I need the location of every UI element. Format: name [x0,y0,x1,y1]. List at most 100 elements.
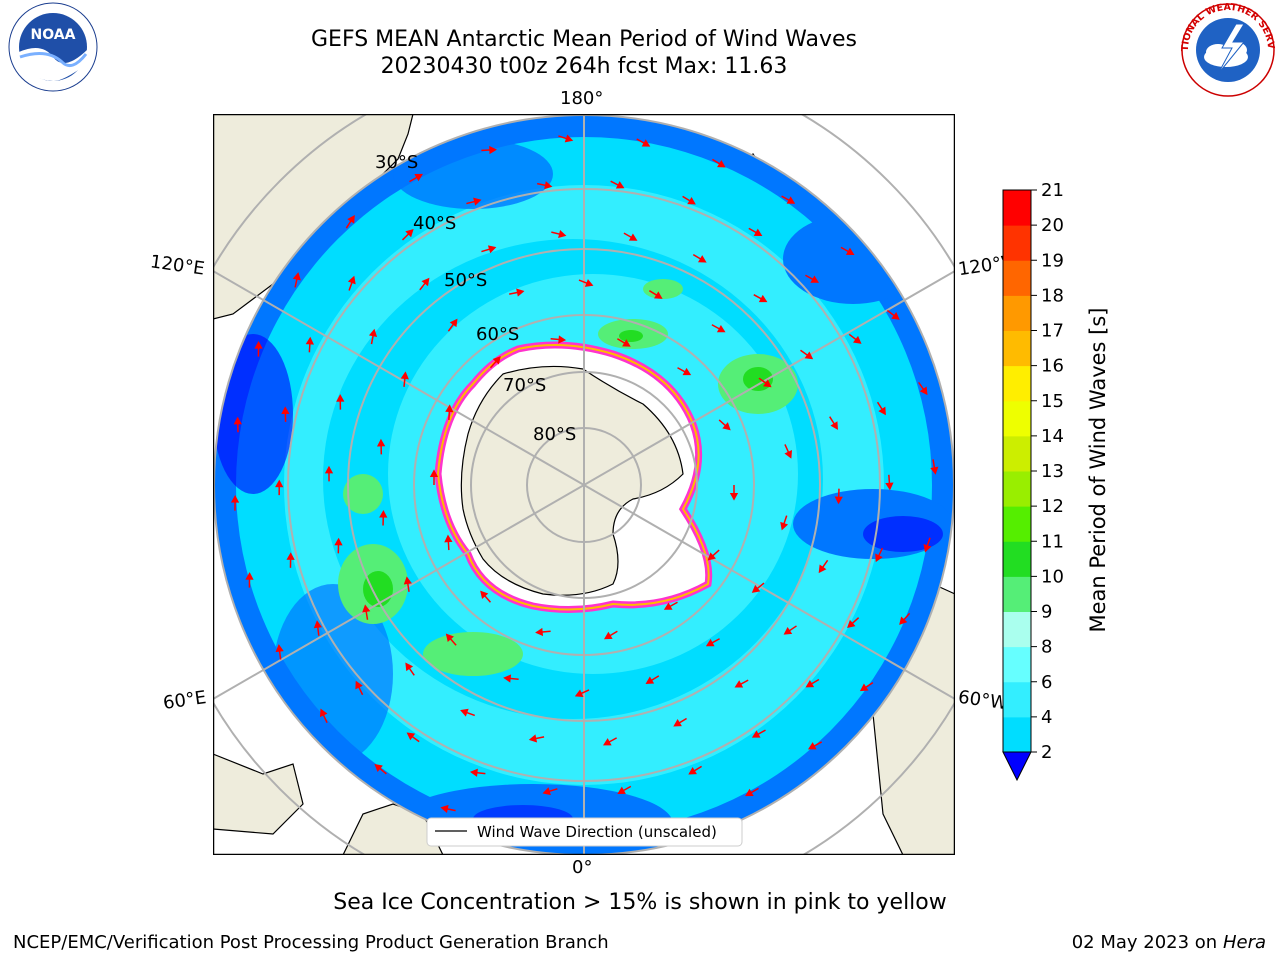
direction-arrowhead [784,450,793,459]
direction-arrowhead [729,492,739,501]
lat-label-60s: 60°S [476,324,520,345]
colorbar-tick-label: 15 [1041,391,1064,412]
chart-title: GEFS MEAN Antarctic Mean Period of Wind … [311,27,857,52]
direction-arrowhead [445,404,454,413]
colorbar-tick-label: 16 [1041,356,1064,377]
colorbar-tick-label: 8 [1041,637,1052,658]
direction-arrowhead [617,786,626,795]
direction-arrowhead [516,288,525,297]
direction-arrowhead [654,291,663,299]
direction-arrowhead [663,602,673,610]
noaa-logo-text: NOAA [31,27,76,43]
colorbar-band [1003,576,1031,612]
colorbar: 2 4 6 8 9 10 11 12 13 14 15 16 17 18 19 20 21 [1002,180,1064,782]
direction-arrowhead [336,394,345,402]
direction-arrowhead [542,787,551,796]
direction-arrowhead [492,356,501,365]
direction-arrowhead [421,277,430,287]
chart-subtitle: 20230430 t00z 264h fcst Max: 11.63 [380,54,788,79]
colorbar-band [1003,611,1031,648]
direction-arrowhead [615,181,625,189]
colorbar-tick-label: 19 [1041,250,1064,271]
legend-text: Wind Wave Direction (unscaled) [477,823,717,841]
colorbar-tick-label: 2 [1041,742,1052,763]
direction-arrowhead [379,509,388,518]
direction-arrowhead [786,196,796,204]
direction-arrowhead [473,197,482,206]
direction-arrowhead [783,626,793,635]
lat-label-30s: 30°S [375,152,419,173]
direction-arrowhead [753,228,763,237]
direction-arrowhead [347,215,355,224]
colorbar-tick-label: 9 [1041,602,1052,623]
direction-arrowhead [602,738,612,746]
lat-label-40s: 40°S [413,213,457,234]
antarctica [460,365,684,596]
direction-arrowhead [233,416,242,425]
colorbar-tick-label: 6 [1041,672,1052,693]
colorbar-tick-label: 14 [1041,426,1064,447]
direction-arrowhead [313,620,322,629]
colorbar-label: Mean Period of Wind Waves [s] [1086,307,1110,633]
colorbar-tick-label: 13 [1041,461,1064,482]
map-legend: Wind Wave Direction (unscaled) [426,817,743,847]
direction-arrowhead [758,294,768,303]
direction-arrowhead [810,275,820,283]
direction-arrowhead [853,335,862,344]
colorbar-band [1003,365,1031,402]
direction-arrowhead [716,324,726,333]
colorbar-band [1003,471,1031,507]
direction-arrowhead [885,482,894,491]
credit-text: NCEP/EMC/Verification Post Processing Pr… [13,932,609,953]
colorbar-band [1003,541,1031,577]
colorbar-band [1003,681,1031,718]
colorbar-under-triangle [1002,751,1032,782]
direction-arrowhead [682,367,692,376]
colorbar-tick-label: 17 [1041,321,1064,342]
direction-arrowhead [376,438,386,447]
colorbar-tick-label: 12 [1041,496,1064,517]
date-text: 02 May 2023 on [1071,932,1218,953]
direction-arrowhead [275,644,284,653]
meridian-label-60e: 60°E [161,687,208,714]
direction-arrowhead [707,552,716,561]
colorbar-tick-label: 11 [1041,531,1064,552]
direction-arrowhead [245,572,254,580]
colorbar-band [1003,295,1031,331]
colorbar-band [1003,435,1031,472]
direction-arrowhead [622,339,631,347]
direction-arrowhead [487,245,497,254]
direction-arrowhead [641,139,651,147]
direction-arrowhead [489,145,497,155]
direction-arrowhead [805,679,815,688]
direction-arrowhead [347,275,356,285]
direction-arrowhead [722,422,731,431]
direction-arrowhead [275,479,284,488]
direction-arrowhead [763,379,772,388]
direction-arrowhead [564,134,574,143]
direction-arrowhead [688,767,697,775]
direction-arrowhead [444,534,453,543]
polar-map: Wind Wave Direction (unscaled) [213,114,955,855]
nws-logo: NATIONAL WEATHER SERVICE [1178,2,1276,97]
direction-arrowhead [804,351,814,360]
direction-arrowhead [374,763,383,772]
direction-arrowhead [535,627,544,637]
meridian-label-180: 180° [560,88,604,109]
colorbar-tick-label: 18 [1041,285,1064,306]
direction-arrowhead [528,734,538,743]
direction-arrowhead [847,619,856,629]
direction-arrowhead [429,469,439,478]
wind-wave-arrows [230,134,939,842]
direction-arrowhead [645,676,655,684]
direction-arrowhead [818,564,827,574]
direction-arrowhead [628,233,638,241]
machine-name: Hera [1222,932,1266,953]
lat-label-50s: 50°S [444,270,488,291]
direction-arrowhead [687,197,696,205]
direction-arrowhead [305,336,314,345]
direction-arrowhead [558,229,567,239]
direction-arrowhead [440,804,449,814]
direction-arrowhead [673,719,682,727]
direction-arrowhead [717,160,726,168]
